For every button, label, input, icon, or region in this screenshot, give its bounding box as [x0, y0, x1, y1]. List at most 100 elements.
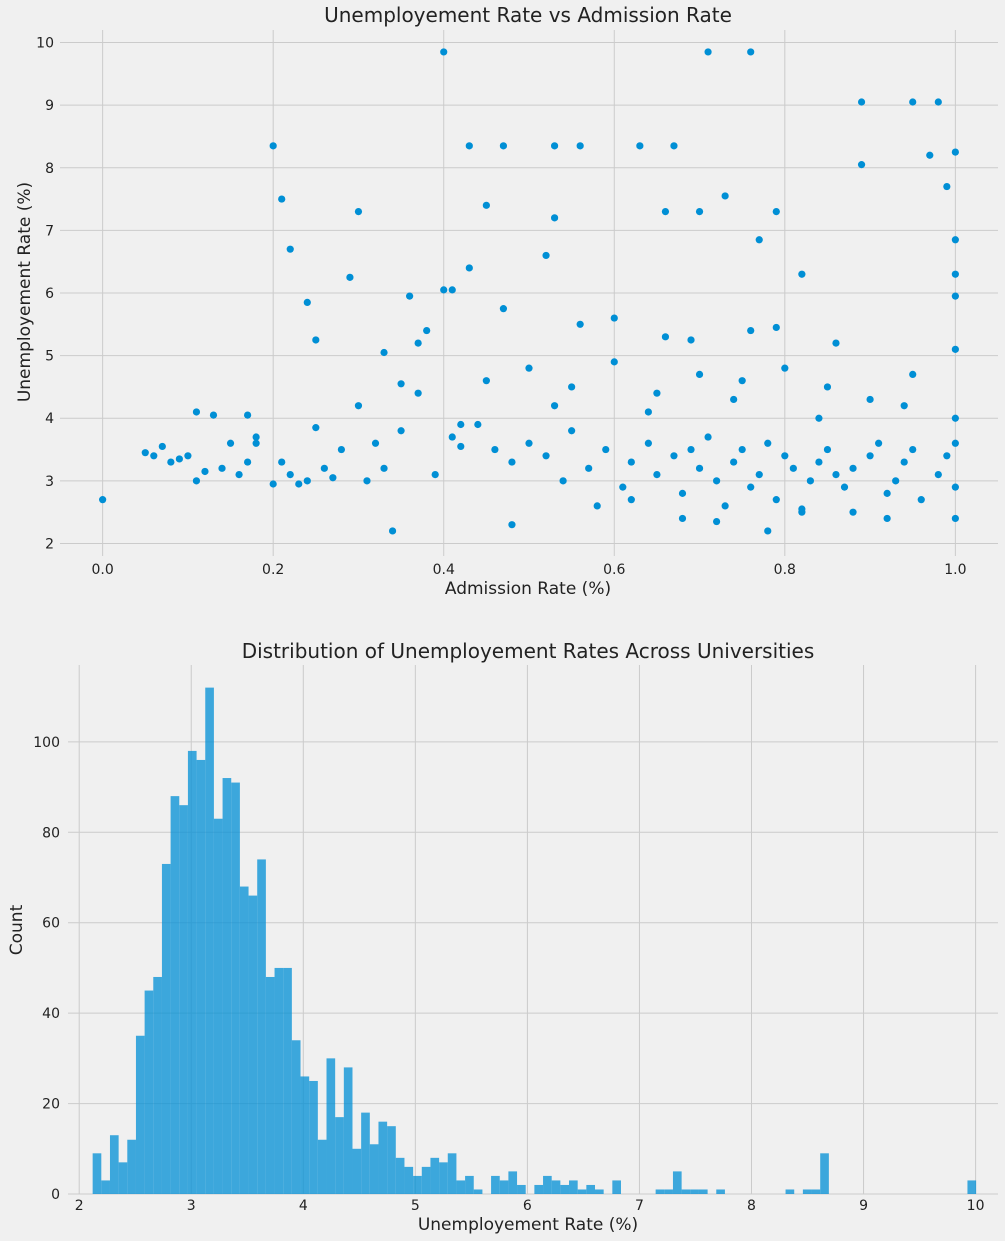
- scatter-point: [371, 439, 380, 447]
- scatter-point: [167, 458, 175, 466]
- scatter-point: [602, 445, 610, 454]
- histogram-bar: [716, 1189, 725, 1194]
- histogram-bar: [101, 1180, 110, 1194]
- scatter-point: [909, 370, 917, 379]
- histogram-x-tick-label: 7: [635, 1198, 644, 1214]
- histogram-bar: [222, 778, 232, 1194]
- histogram-chart: Distribution of Unemployement Rates Acro…: [7, 639, 998, 1235]
- scatter-point: [815, 414, 823, 422]
- histogram-bar: [378, 1121, 388, 1194]
- histogram-bars: [92, 687, 977, 1194]
- histogram-bar: [369, 1144, 379, 1194]
- histogram-bar: [430, 1157, 440, 1194]
- histogram-x-tick-label: 5: [411, 1198, 420, 1214]
- scatter-point: [781, 364, 789, 372]
- scatter-point: [678, 514, 687, 523]
- scatter-point: [312, 336, 320, 344]
- scatter-point: [866, 452, 874, 460]
- scatter-y-tick-label: 2: [45, 536, 54, 552]
- scatter-point: [542, 452, 550, 460]
- scatter-point: [857, 98, 866, 106]
- scatter-point: [244, 411, 252, 419]
- scatter-point: [951, 148, 959, 156]
- histogram-bar: [595, 1189, 604, 1194]
- scatter-point: [951, 236, 959, 244]
- histogram-bar: [551, 1180, 561, 1194]
- scatter-point: [158, 442, 166, 451]
- scatter-point: [627, 496, 635, 504]
- histogram-bar: [248, 895, 258, 1194]
- histogram-bar: [690, 1189, 699, 1194]
- scatter-point: [448, 286, 456, 294]
- scatter-point: [789, 464, 797, 472]
- scatter-point: [661, 333, 670, 341]
- histogram-bar: [577, 1189, 587, 1194]
- histogram-bar: [387, 1126, 396, 1194]
- histogram-bar: [213, 818, 223, 1194]
- scatter-point: [721, 502, 729, 510]
- histogram-bar: [698, 1189, 708, 1194]
- scatter-point: [934, 470, 942, 479]
- scatter-point: [951, 483, 959, 491]
- scatter-point: [482, 201, 490, 209]
- scatter-point: [465, 142, 473, 150]
- histogram-x-tick-label: 4: [299, 1198, 308, 1214]
- scatter-point: [815, 458, 823, 466]
- scatter-point: [764, 439, 772, 447]
- scatter-point: [713, 517, 721, 526]
- scatter-point: [286, 245, 294, 253]
- scatter-point: [823, 383, 832, 391]
- scatter-x-tick-label: 1.0: [944, 562, 966, 578]
- scatter-point: [644, 408, 652, 416]
- scatter-point: [491, 445, 499, 454]
- scatter-point: [951, 414, 959, 422]
- scatter-point: [320, 464, 328, 472]
- histogram-bar: [291, 1040, 301, 1194]
- scatter-point: [730, 458, 738, 466]
- scatter-y-tick-label: 5: [45, 349, 54, 365]
- scatter-y-tick-label: 7: [45, 223, 54, 239]
- scatter-y-tick-label: 6: [45, 286, 54, 302]
- scatter-point: [474, 420, 482, 429]
- histogram-bar: [517, 1184, 526, 1194]
- scatter-point: [738, 445, 746, 454]
- scatter-point: [670, 142, 678, 150]
- scatter-point: [423, 326, 431, 335]
- scatter-point: [576, 142, 584, 150]
- scatter-x-tick-label: 0.6: [603, 562, 625, 578]
- histogram-x-tick-label: 6: [523, 1198, 532, 1214]
- scatter-point: [354, 207, 363, 216]
- histogram-bar: [811, 1189, 821, 1194]
- scatter-point: [568, 383, 576, 391]
- histogram-bar: [802, 1189, 812, 1194]
- scatter-point: [363, 477, 371, 485]
- scatter-point: [235, 470, 243, 479]
- histogram-bar: [967, 1180, 977, 1194]
- scatter-x-tick-label: 0.8: [774, 562, 796, 578]
- scatter-point: [585, 464, 593, 472]
- scatter-point: [951, 270, 959, 278]
- scatter-y-tick-label: 9: [45, 98, 54, 114]
- scatter-point: [730, 395, 738, 404]
- scatter-point: [337, 445, 345, 454]
- histogram-bar: [135, 1035, 145, 1194]
- scatter-point: [482, 377, 490, 385]
- scatter-point: [900, 402, 908, 410]
- scatter-point: [738, 377, 746, 385]
- histogram-bar: [309, 1080, 318, 1194]
- histogram-bar: [491, 1175, 500, 1194]
- histogram-x-tick-label: 9: [859, 1198, 868, 1214]
- scatter-point: [499, 305, 508, 313]
- histogram-bar: [231, 782, 240, 1194]
- scatter-point: [951, 345, 959, 353]
- histogram-bar: [473, 1189, 483, 1194]
- scatter-point: [687, 336, 695, 344]
- scatter-point: [849, 508, 857, 516]
- histogram-bar: [265, 976, 275, 1194]
- histogram-bar: [118, 1162, 128, 1194]
- scatter-point: [346, 273, 354, 281]
- scatter-point: [440, 286, 448, 294]
- histogram-bar: [395, 1157, 405, 1194]
- histogram-bar: [239, 886, 249, 1194]
